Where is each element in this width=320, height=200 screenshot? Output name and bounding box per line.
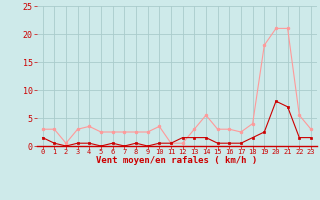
- X-axis label: Vent moyen/en rafales ( km/h ): Vent moyen/en rafales ( km/h ): [96, 156, 257, 165]
